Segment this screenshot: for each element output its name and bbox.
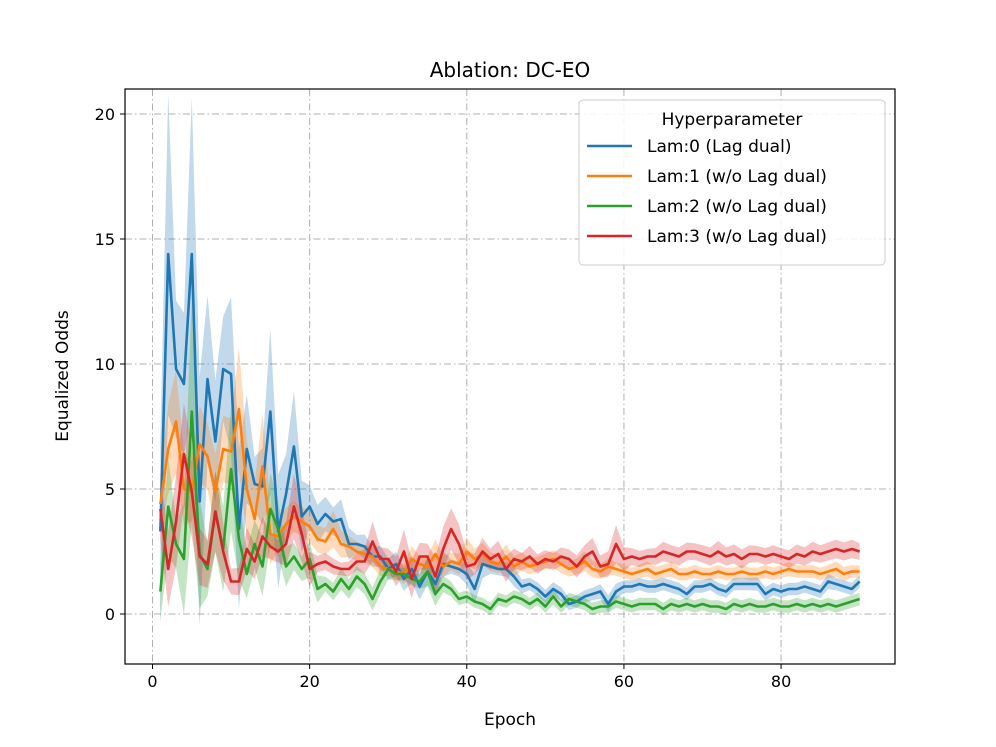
chart-title: Ablation: DC-EO bbox=[430, 58, 591, 82]
y-tick-label: 0 bbox=[105, 605, 115, 624]
legend-title: Hyperparameter bbox=[662, 110, 803, 130]
confidence-bands bbox=[160, 93, 860, 627]
x-axis-ticks: 0 20 40 60 80 bbox=[147, 664, 791, 691]
legend-entry-3: Lam:3 (w/o Lag dual) bbox=[647, 227, 827, 247]
x-tick-label: 40 bbox=[457, 672, 477, 691]
x-tick-label: 0 bbox=[147, 672, 157, 691]
legend-entry-1: Lam:1 (w/o Lag dual) bbox=[647, 167, 827, 187]
legend-box bbox=[578, 99, 886, 266]
legend-entry-2: Lam:2 (w/o Lag dual) bbox=[647, 197, 827, 217]
x-tick-label: 20 bbox=[299, 672, 319, 691]
y-tick-label: 15 bbox=[95, 230, 115, 249]
x-axis-label: Epoch bbox=[484, 710, 536, 730]
y-axis-label: Equalized Odds bbox=[53, 310, 73, 442]
plot-frame bbox=[124, 88, 896, 665]
legend: Hyperparameter Lam:0 (Lag dual) Lam:1 (w/… bbox=[578, 99, 886, 266]
series-line-3 bbox=[159, 452, 861, 583]
y-tick-label: 5 bbox=[105, 480, 115, 499]
series-lines bbox=[159, 252, 861, 611]
series-band-3 bbox=[160, 403, 860, 607]
y-axis-ticks: 0 5 10 15 20 bbox=[95, 105, 125, 624]
x-tick-label: 80 bbox=[771, 672, 791, 691]
series-line-0 bbox=[159, 252, 861, 606]
y-tick-label: 20 bbox=[95, 105, 115, 124]
series-line-1 bbox=[159, 407, 860, 576]
x-tick-label: 60 bbox=[614, 672, 634, 691]
series-band-1 bbox=[160, 347, 860, 585]
y-tick-label: 10 bbox=[95, 355, 115, 374]
series-line-2 bbox=[159, 410, 861, 611]
legend-entry-0: Lam:0 (Lag dual) bbox=[647, 137, 791, 157]
